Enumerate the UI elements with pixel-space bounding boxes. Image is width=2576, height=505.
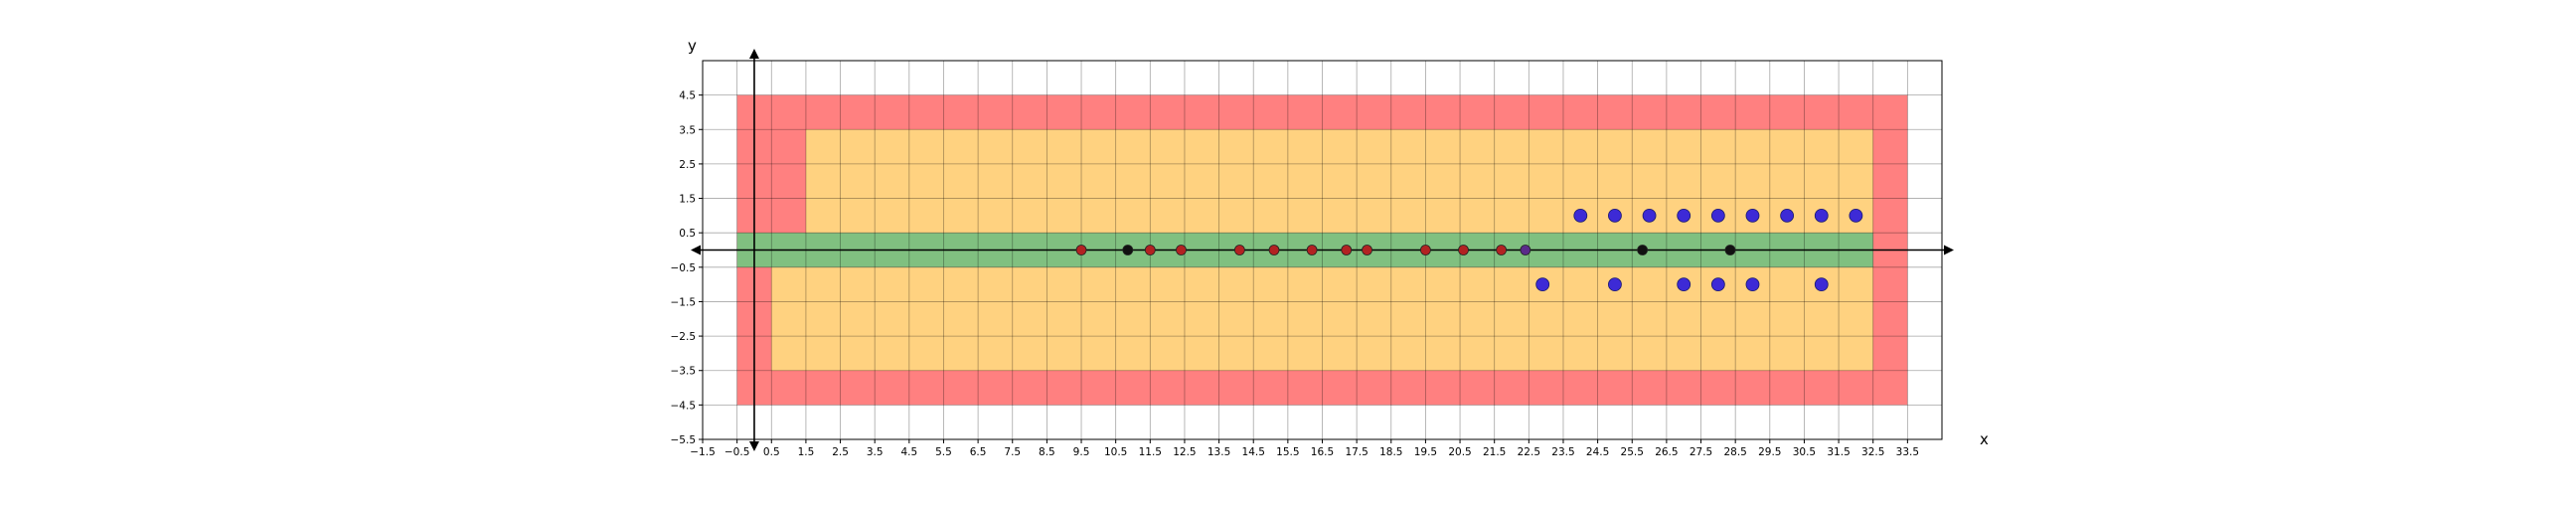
point-blue-1	[1608, 208, 1622, 223]
point-black-0	[1122, 245, 1134, 255]
x-tick-label-1: −0.5	[724, 446, 750, 458]
x-tick-label-5: 3.5	[867, 446, 884, 458]
point-blue-10	[1608, 277, 1622, 292]
x-tick-label-6: 4.5	[900, 446, 917, 458]
point-blue-7	[1814, 208, 1829, 223]
x-tick-label-28: 26.5	[1655, 446, 1678, 458]
point-blue-8	[1849, 208, 1863, 223]
x-tick-label-27: 25.5	[1621, 446, 1644, 458]
y-tick-label-10: −5.5	[671, 434, 697, 446]
x-tick-label-19: 17.5	[1345, 446, 1368, 458]
point-red-10	[1496, 245, 1508, 255]
point-red-5	[1306, 245, 1318, 255]
y-tick-label-0: 4.5	[679, 90, 696, 102]
x-tick-label-12: 10.5	[1104, 446, 1127, 458]
y-tick-label-1: 3.5	[679, 124, 696, 136]
x-tick-label-7: 5.5	[935, 446, 952, 458]
x-tick-label-17: 15.5	[1276, 446, 1299, 458]
point-red-9	[1458, 245, 1469, 255]
point-blue-6	[1780, 208, 1795, 223]
ticks-layer: −1.5 −0.5 0.5 1.5 2.5 3.5 4.5 5.5 6.5 7.5 8.5 9.5 10…	[671, 90, 1920, 458]
x-tick-label-35: 33.5	[1896, 446, 1919, 458]
point-red-2	[1176, 245, 1187, 255]
x-tick-label-20: 18.5	[1379, 446, 1402, 458]
x-tick-label-8: 6.5	[970, 446, 987, 458]
point-blue-2	[1642, 208, 1657, 223]
y-axis-label: y	[688, 37, 697, 55]
x-tick-label-16: 14.5	[1242, 446, 1265, 458]
y-tick-label-2: 2.5	[679, 159, 696, 171]
x-tick-label-34: 32.5	[1861, 446, 1884, 458]
x-axis-arrow-right	[1944, 245, 1954, 255]
point-blue-0	[1573, 208, 1588, 223]
point-blue-14	[1814, 277, 1829, 292]
x-tick-label-23: 21.5	[1483, 446, 1506, 458]
point-blue-11	[1677, 277, 1691, 292]
x-tick-label-32: 30.5	[1793, 446, 1816, 458]
y-tick-label-7: −2.5	[671, 331, 697, 343]
point-red-0	[1075, 245, 1087, 255]
y-tick-label-9: −4.5	[671, 400, 697, 412]
x-tick-label-4: 2.5	[832, 446, 849, 458]
x-tick-label-29: 27.5	[1690, 446, 1712, 458]
y-axis-arrow-down	[748, 441, 759, 451]
x-tick-label-3: 1.5	[798, 446, 815, 458]
x-tick-label-15: 13.5	[1208, 446, 1230, 458]
y-axis-arrow-up	[748, 49, 759, 59]
point-blue-3	[1677, 208, 1691, 223]
x-tick-label-22: 20.5	[1448, 446, 1471, 458]
x-tick-label-18: 16.5	[1311, 446, 1334, 458]
x-tick-label-14: 12.5	[1173, 446, 1196, 458]
y-tick-label-4: 0.5	[679, 228, 696, 240]
y-tick-label-6: −1.5	[671, 296, 697, 308]
x-tick-label-0: −1.5	[690, 446, 716, 458]
x-tick-label-26: 24.5	[1586, 446, 1609, 458]
x-tick-label-9: 7.5	[1004, 446, 1021, 458]
point-blue-5	[1745, 208, 1760, 223]
point-blue-13	[1745, 277, 1760, 292]
point-purple-0	[1520, 245, 1531, 255]
point-black-2	[1724, 245, 1736, 255]
x-tick-label-31: 29.5	[1758, 446, 1781, 458]
point-red-4	[1268, 245, 1280, 255]
point-red-3	[1233, 245, 1245, 255]
points-layer	[1075, 208, 1863, 292]
point-blue-12	[1710, 277, 1725, 292]
axes-layer	[691, 49, 1954, 451]
x-axis-label: x	[1980, 430, 1989, 448]
x-tick-label-13: 11.5	[1139, 446, 1162, 458]
point-red-7	[1362, 245, 1372, 255]
point-red-1	[1144, 245, 1156, 255]
x-tick-label-33: 31.5	[1827, 446, 1850, 458]
x-tick-label-25: 23.5	[1551, 446, 1574, 458]
region-orange-1	[805, 129, 1873, 234]
x-tick-label-30: 28.5	[1723, 446, 1746, 458]
x-axis-arrow-left	[691, 245, 701, 255]
point-blue-9	[1535, 277, 1550, 292]
x-tick-label-2: 0.5	[763, 446, 780, 458]
y-tick-label-8: −3.5	[671, 366, 697, 378]
x-tick-label-11: 9.5	[1073, 446, 1090, 458]
point-black-1	[1637, 245, 1649, 255]
x-tick-label-24: 22.5	[1518, 446, 1540, 458]
point-red-8	[1420, 245, 1431, 255]
point-blue-4	[1710, 208, 1725, 223]
x-tick-label-10: 8.5	[1039, 446, 1055, 458]
y-tick-label-5: −0.5	[671, 262, 697, 274]
x-tick-label-21: 19.5	[1414, 446, 1437, 458]
y-tick-label-3: 1.5	[679, 194, 696, 206]
point-red-6	[1341, 245, 1353, 255]
